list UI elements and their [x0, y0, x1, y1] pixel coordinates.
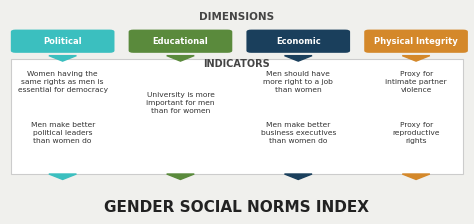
Text: Men make better
business executives
than women do: Men make better business executives than… — [261, 122, 336, 144]
Text: Economic: Economic — [276, 37, 320, 46]
Text: Political: Political — [43, 37, 82, 46]
Text: Men should have
more right to a job
than women: Men should have more right to a job than… — [264, 71, 333, 93]
Polygon shape — [284, 56, 312, 61]
Polygon shape — [167, 174, 194, 179]
FancyBboxPatch shape — [11, 30, 115, 53]
FancyBboxPatch shape — [246, 30, 350, 53]
Polygon shape — [284, 174, 312, 179]
Text: University is more
important for men
than for women: University is more important for men tha… — [146, 92, 215, 114]
Text: Proxy for
reproductive
rights: Proxy for reproductive rights — [392, 122, 440, 144]
Text: Women having the
same rights as men is
essential for democracy: Women having the same rights as men is e… — [18, 71, 108, 93]
Polygon shape — [49, 56, 76, 61]
Text: Men make better
political leaders
than women do: Men make better political leaders than w… — [30, 122, 95, 144]
Text: GENDER SOCIAL NORMS INDEX: GENDER SOCIAL NORMS INDEX — [104, 200, 370, 215]
FancyBboxPatch shape — [128, 30, 232, 53]
Polygon shape — [402, 174, 430, 179]
Text: Physical Integrity: Physical Integrity — [374, 37, 458, 46]
Polygon shape — [402, 56, 430, 61]
FancyBboxPatch shape — [364, 30, 468, 53]
Text: DIMENSIONS: DIMENSIONS — [200, 12, 274, 22]
Text: Educational: Educational — [153, 37, 209, 46]
FancyBboxPatch shape — [11, 59, 463, 174]
Polygon shape — [49, 174, 76, 179]
Text: Proxy for
intimate partner
violence: Proxy for intimate partner violence — [385, 71, 447, 93]
Text: INDICATORS: INDICATORS — [204, 59, 270, 69]
Polygon shape — [167, 56, 194, 61]
